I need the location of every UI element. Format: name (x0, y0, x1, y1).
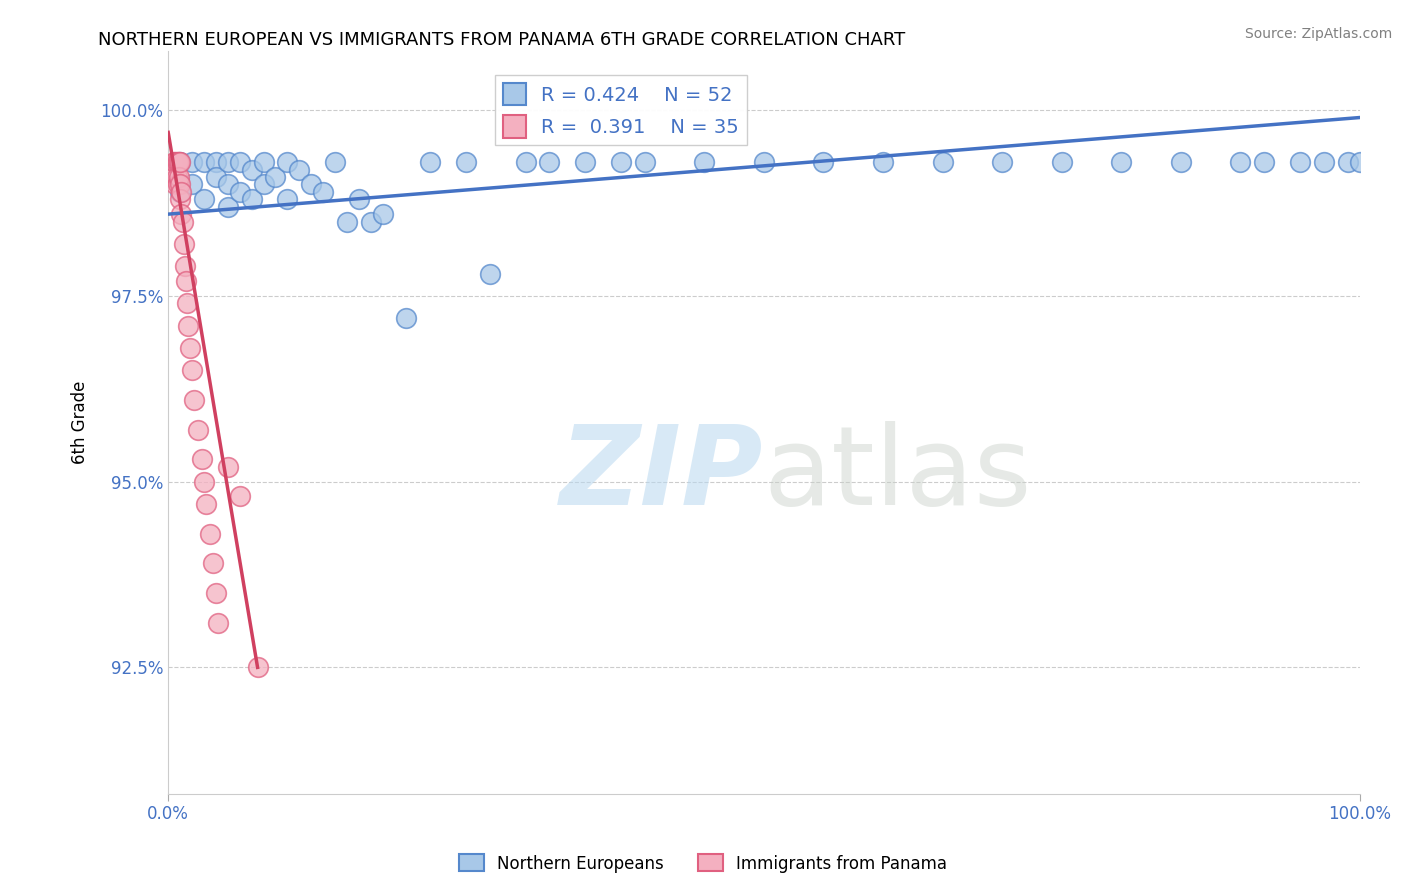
Point (1348, 155, 1371, 169)
Point (187, 423, 209, 437)
Point (360, 214, 382, 228)
Point (166, 155, 188, 169)
Point (1229, 155, 1251, 169)
Point (1289, 155, 1312, 169)
Point (610, 155, 633, 169)
Point (174, 274, 197, 288)
Point (195, 497, 218, 511)
Point (228, 185, 250, 199)
Point (176, 296, 198, 310)
Legend: Northern Europeans, Immigrants from Panama: Northern Europeans, Immigrants from Pana… (453, 847, 953, 880)
Point (228, 155, 250, 169)
Point (166, 155, 188, 169)
Point (240, 192, 263, 206)
Point (166, 178, 188, 192)
Point (288, 162, 311, 177)
Point (813, 155, 835, 169)
Point (217, 200, 239, 214)
Point (167, 155, 190, 169)
Point (1313, 155, 1336, 169)
Point (264, 169, 287, 184)
Point (173, 236, 195, 251)
Point (179, 341, 201, 355)
Point (931, 155, 953, 169)
Point (1109, 155, 1132, 169)
Text: NORTHERN EUROPEAN VS IMMIGRANTS FROM PANAMA 6TH GRADE CORRELATION CHART: NORTHERN EUROPEAN VS IMMIGRANTS FROM PAN… (98, 31, 905, 49)
Point (454, 155, 477, 169)
Point (190, 452, 212, 467)
Point (1253, 155, 1275, 169)
Point (634, 155, 657, 169)
Point (170, 207, 193, 221)
Point (205, 155, 228, 169)
Point (693, 155, 716, 169)
Point (419, 155, 441, 169)
Point (193, 192, 215, 206)
Point (217, 178, 239, 192)
Point (991, 155, 1014, 169)
Point (347, 192, 370, 206)
Point (276, 192, 298, 206)
Point (1050, 155, 1073, 169)
Point (240, 162, 263, 177)
Point (538, 155, 561, 169)
Point (246, 660, 269, 674)
Text: atlas: atlas (763, 421, 1032, 528)
Point (515, 155, 537, 169)
Point (276, 155, 298, 169)
Point (207, 615, 229, 630)
Text: ZIP: ZIP (561, 421, 763, 528)
Y-axis label: 6th Grade: 6th Grade (72, 381, 89, 464)
Point (172, 214, 194, 228)
Point (163, 169, 186, 184)
Legend: R = 0.424    N = 52, R =  0.391    N = 35: R = 0.424 N = 52, R = 0.391 N = 35 (495, 75, 747, 145)
Text: Source: ZipAtlas.com: Source: ZipAtlas.com (1244, 27, 1392, 41)
Point (169, 192, 191, 206)
Point (299, 178, 322, 192)
Point (872, 155, 894, 169)
Point (193, 475, 215, 489)
Point (169, 155, 191, 169)
Point (174, 259, 197, 273)
Point (205, 169, 228, 184)
Point (202, 557, 225, 571)
Point (217, 155, 239, 169)
Point (193, 155, 215, 169)
Point (228, 490, 250, 504)
Point (336, 214, 359, 228)
Point (205, 586, 228, 600)
Point (312, 185, 335, 199)
Point (395, 311, 418, 326)
Point (165, 155, 187, 169)
Point (478, 267, 501, 281)
Point (169, 155, 191, 169)
Point (169, 178, 191, 192)
Point (217, 459, 239, 474)
Point (574, 155, 596, 169)
Point (198, 526, 221, 541)
Point (166, 169, 188, 184)
Point (163, 155, 186, 169)
Point (181, 363, 204, 377)
Point (177, 318, 200, 333)
Point (167, 169, 190, 184)
Point (170, 185, 193, 199)
Point (323, 155, 346, 169)
Point (252, 178, 274, 192)
Point (252, 155, 274, 169)
Point (752, 155, 775, 169)
Point (181, 155, 204, 169)
Point (169, 185, 191, 199)
Point (371, 207, 394, 221)
Point (165, 178, 187, 192)
Point (183, 392, 205, 407)
Point (1170, 155, 1192, 169)
Point (1336, 155, 1358, 169)
Point (181, 178, 204, 192)
